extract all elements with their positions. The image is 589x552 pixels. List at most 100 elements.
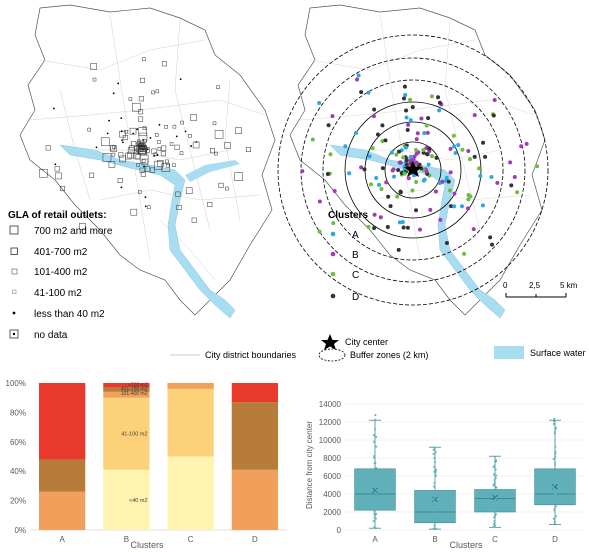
bar-segment: [167, 456, 214, 530]
cluster-point: [386, 194, 391, 199]
box-point: [493, 522, 496, 525]
outlet-square: [214, 130, 224, 139]
outlet-square: [145, 166, 151, 172]
box-point: [432, 527, 435, 530]
river-left-branch: [185, 160, 240, 182]
cluster-point: [495, 180, 500, 185]
box-point: [374, 485, 377, 488]
cluster-point: [347, 171, 352, 176]
cluster-point: [422, 131, 427, 136]
box-iqr: [474, 489, 516, 513]
outlet-square: [138, 109, 144, 115]
outlet-square: [55, 172, 62, 180]
bar-x-tick-label: C: [188, 535, 194, 544]
cluster-point: [414, 148, 419, 153]
cluster-point: [397, 220, 402, 225]
cluster-point: [471, 227, 476, 232]
outlet-square: [172, 124, 177, 129]
box-point: [433, 465, 436, 468]
box-point: [553, 507, 556, 510]
outlet-square: [151, 148, 157, 154]
cluster-point: [429, 94, 434, 99]
outlet-square: [160, 151, 166, 157]
cluster-point: [524, 141, 529, 146]
outlet-square: [92, 77, 97, 82]
outlet-dot: [120, 117, 123, 119]
outlet-square: [165, 163, 170, 168]
outlet-square: [89, 172, 95, 178]
outlet-dot: [117, 82, 120, 85]
box-point: [433, 461, 436, 464]
box-x-tick-label: D: [552, 535, 558, 544]
box-point: [552, 479, 555, 482]
outlet-square: [128, 97, 133, 101]
box-point: [373, 454, 376, 457]
buffer-ring: [277, 34, 549, 306]
cluster-point: [317, 101, 322, 106]
box-point: [435, 474, 438, 477]
outlet-square: [136, 163, 140, 167]
outlet-dot: [54, 163, 57, 166]
cluster-point: [330, 114, 335, 119]
bar-b-segment-label: <40 m2: [129, 498, 148, 504]
outlet-dot: [120, 130, 123, 133]
cluster-point: [430, 154, 435, 159]
stacked-bar-chart: 0% 20% 40% 60% 80% 100% A B C D <40 m2 41-100 m2 1…: [6, 379, 287, 550]
map-legend-row: City district boundaries City center Buf…: [170, 334, 586, 362]
box-point: [492, 484, 495, 487]
cluster-point: [403, 93, 408, 98]
box-point: [373, 496, 376, 499]
outlet-square: [129, 127, 137, 135]
cluster-point: [434, 155, 439, 160]
city-center-star-marker: [404, 161, 422, 177]
cluster-point: [367, 154, 372, 159]
box-point: [554, 456, 557, 459]
cluster-point: [519, 144, 524, 149]
cluster-point: [448, 146, 453, 151]
gla-legend-item-5: no data: [34, 330, 68, 341]
cluster-point: [388, 204, 393, 209]
cluster-point: [452, 191, 457, 196]
box-x-axis-title: Clusters: [449, 540, 483, 550]
gla-legend-item-4: less than 40 m2: [34, 309, 105, 320]
cluster-point: [317, 229, 322, 234]
cluster-point: [366, 90, 371, 95]
bar-segment: [38, 491, 86, 530]
outlet-square: [169, 142, 174, 146]
cluster-point: [401, 96, 406, 101]
outlet-square: [234, 172, 243, 181]
box-point: [554, 445, 557, 448]
cluster-point: [408, 97, 413, 102]
cluster-point: [478, 173, 483, 178]
outlet-square: [155, 133, 159, 137]
cluster-point: [403, 145, 408, 150]
outlet-dot: [106, 132, 109, 135]
box-point: [494, 507, 497, 510]
outlet-square: [39, 168, 48, 178]
cluster-point: [397, 160, 402, 165]
outlet-square: [54, 166, 60, 172]
outlet-square: [59, 185, 65, 191]
outlet-square: [175, 191, 181, 197]
outlet-dot: [190, 145, 193, 147]
box-point: [554, 470, 557, 473]
cluster-point: [460, 147, 465, 152]
outlet-square: [111, 152, 116, 157]
outlet-square: [139, 167, 145, 173]
cluster-point: [371, 114, 376, 119]
box-point: [432, 448, 435, 451]
cluster-point: [392, 174, 397, 179]
outlet-square: [122, 135, 128, 141]
box-y-tick-label: 10000: [319, 436, 342, 445]
square-large-icon: [9, 225, 19, 235]
cluster-d-dot-icon: [330, 293, 336, 299]
outlet-dot: [179, 78, 182, 81]
cluster-point: [402, 171, 407, 176]
outlet-square: [127, 147, 135, 154]
bar-x-tick-label: B: [124, 535, 129, 544]
outlet-square: [119, 130, 126, 138]
outlet-dot: [158, 123, 161, 126]
box-point: [494, 513, 497, 516]
